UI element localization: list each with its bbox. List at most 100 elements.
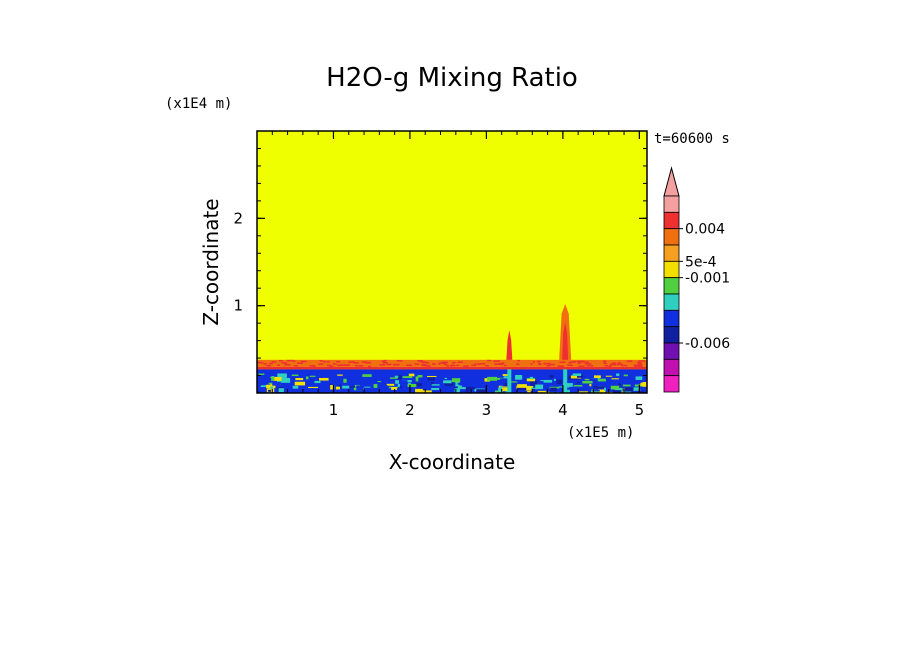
field-ripple [602,360,607,363]
field-speckle [498,387,502,393]
field-speckle [274,377,282,381]
field-speckle [454,388,460,393]
field-speckle [384,377,387,379]
field-speckle [268,375,272,377]
field-ripple [281,362,288,364]
plume-base-1 [563,369,568,393]
field-speckle [615,377,623,379]
field-speckle [407,383,417,388]
field-speckle [323,374,328,379]
field-speckle [612,390,622,393]
field-ripple [634,365,637,368]
field-speckle [465,388,470,393]
field-speckle [295,378,304,381]
field-ripple [569,361,575,363]
field-ripple [609,363,617,366]
field-ripple [318,363,324,365]
field-ripple [559,361,566,363]
field-ripple [367,365,371,368]
field-ripple [479,363,486,365]
field-speckle [269,376,279,381]
field-ripple [354,364,358,367]
field-ripple [584,363,592,365]
field-speckle [264,377,272,383]
field-speckle [309,375,316,377]
field-speckle [415,388,423,393]
y-tick-label: 1 [233,297,243,315]
plume-base-0 [507,369,512,393]
field-ripple [532,361,535,363]
field-speckle [457,383,464,385]
field-ripple [446,365,450,367]
field-speckle [588,374,598,379]
field-speckle [338,384,341,389]
colorbar: 0.004 5e-4-0.001 -0.006 [663,166,730,393]
colorbar-segment [663,342,680,360]
field-speckle [533,388,536,391]
field-ripple [269,362,273,365]
colorbar-segment [663,228,680,246]
x-tick-label: 3 [482,401,492,419]
field-ripple [578,365,585,368]
field-speckle [271,376,275,378]
field-ripple [586,365,594,367]
field-speckle [623,374,628,377]
field-speckle [318,381,328,384]
field-speckle [343,378,347,383]
field-ripple [604,365,609,367]
field-ripple [616,363,623,366]
field-speckle [427,377,436,381]
field-speckle [617,383,622,386]
field-speckle [330,384,335,390]
field-speckle [563,383,573,387]
field-speckle [527,390,531,393]
field-speckle [294,381,306,386]
field-speckle [584,378,590,381]
field-ripple [293,360,296,363]
field-ripple [348,361,355,363]
field-ripple [620,364,628,367]
field-speckle [573,385,583,387]
field-speckle [635,376,643,380]
field-background [257,131,647,393]
field-speckle [632,387,640,392]
field-ripple [293,365,298,367]
field-ripple [263,363,267,365]
field-speckle [572,373,582,377]
field-ripple [313,365,316,368]
field-ripple [332,363,337,365]
field-ripple [419,360,424,363]
x-tick-label: 1 [329,401,339,419]
field-speckle [582,380,593,384]
field-speckle [395,380,399,384]
field-speckle [500,378,508,381]
field-speckle [260,385,272,388]
field-ripple [603,362,607,365]
field-speckle [494,390,499,393]
chart-title: H2O-g Mixing Ratio [326,63,578,93]
field-ripple [626,360,633,362]
field-ripple [568,362,572,364]
field-speckle [576,374,583,378]
field-speckle [417,374,423,378]
field-speckle [329,383,333,385]
colorbar-segment [663,293,680,311]
field-speckle [307,386,319,389]
field-speckle [431,387,440,391]
field-ripple [422,361,427,364]
field-ripple [463,365,469,367]
field-speckle [421,386,431,390]
field-speckle [487,376,498,381]
field-speckle [444,377,448,380]
colorbar-segment [663,244,680,262]
field-ripple [358,365,364,367]
field-speckle [525,386,533,391]
field-ripple [474,363,477,365]
field-speckle [355,390,366,393]
field-speckle [472,385,476,388]
field-ripple [573,361,577,363]
field-speckle [530,387,539,390]
field-ripple [297,362,303,364]
field-ripple [617,362,621,364]
y-axis-ticks: 12 [233,209,647,315]
